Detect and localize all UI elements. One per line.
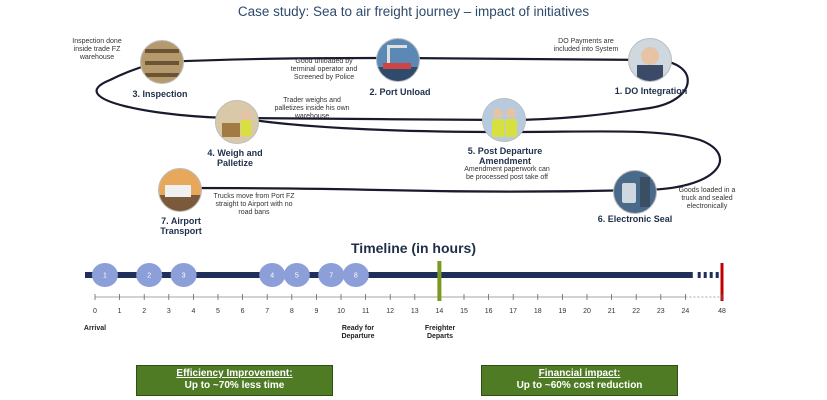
timeline-tick-label: 7 (265, 308, 270, 315)
timeline-tick-label: 20 (583, 308, 591, 315)
stage-amendment-note: Amendment paperwork can be processed pos… (464, 166, 550, 181)
timeline-step-marker-label: 7 (329, 273, 333, 280)
efficiency-value: Up to ~70% less time (184, 380, 285, 391)
stage-amendment-label: 5. Post Departure Amendment (467, 146, 543, 166)
timeline-tick-label: 6 (240, 308, 245, 315)
weigh-photo (215, 100, 259, 144)
timeline-tick-label: 23 (656, 308, 665, 315)
timeline-step-marker-label: 3 (182, 273, 186, 280)
timeline-tick-label: 11 (361, 308, 370, 315)
timeline-bar (85, 272, 693, 278)
timeline-tick-label: 4 (191, 308, 196, 315)
timeline-tick-label: 8 (289, 308, 294, 315)
timeline-step-marker-label: 5 (295, 273, 299, 280)
timeline-tick-label: 3 (166, 308, 171, 315)
stage-port-unload-note: Good unloaded by terminal operator and S… (290, 58, 358, 81)
timeline-chart: 1 2 3 4 5 7 8 (85, 261, 724, 301)
timeline-tick-label: 19 (558, 308, 567, 315)
timeline-dash (715, 272, 719, 278)
timeline-step-marker (283, 263, 310, 287)
efficiency-heading: Efficiency Improvement: (176, 368, 293, 379)
stage-electronic-seal-label: 6. Electronic Seal (597, 214, 673, 224)
timeline-step-marker (342, 263, 369, 287)
stage-electronic-seal-note: Goods loaded in a truck and sealed elect… (678, 187, 736, 210)
timeline-tick-label: 14 (435, 308, 444, 315)
timeline-tick-label: 13 (410, 308, 419, 315)
timeline-tick-label: 1 (117, 308, 122, 315)
timeline-tick-label: 10 (337, 308, 345, 315)
timeline-tick-label: 22 (632, 308, 641, 315)
timeline-tick-label: 21 (607, 308, 616, 315)
amendment-photo (482, 98, 526, 142)
timeline-dash (709, 272, 713, 278)
financial-heading: Financial impact: (538, 368, 621, 379)
timeline-tick-label-end: 48 (718, 308, 726, 315)
stage-inspection-note: Inspection done inside trade FZ warehous… (72, 38, 122, 61)
stage-airport-label: 7. Airport Transport (160, 216, 202, 236)
freighter-departs-marker (437, 261, 442, 301)
port-unload-photo (376, 38, 420, 82)
timeline-step-marker (259, 263, 286, 287)
timeline-step-marker (136, 263, 163, 287)
timeline-tick-label: 2 (142, 308, 147, 315)
timeline-step-marker (91, 263, 118, 287)
timeline-step-marker-label: 1 (103, 273, 107, 280)
electronic-seal-photo (613, 170, 657, 214)
stage-weigh-label: 4. Weigh and Palletize (207, 148, 263, 168)
stage-airport-note: Trucks move from Port FZ straight to Air… (213, 193, 295, 216)
stage-do-integration-note: DO Payments are included into System (553, 38, 619, 53)
timeline-step-marker-label: 2 (147, 273, 151, 280)
timeline-step-marker-label: 4 (270, 273, 274, 280)
stage-port-unload-label: 2. Port Unload (369, 87, 431, 97)
timeline-dash (703, 272, 707, 278)
timeline-tick-label: 5 (216, 308, 220, 315)
inspection-photo (140, 40, 184, 84)
timeline-tick-label: 17 (509, 308, 518, 315)
timeline-title: Timeline (in hours) (351, 240, 476, 256)
timeline-step-marker-label: 8 (354, 273, 358, 280)
efficiency-impact-box: Efficiency Improvement: Up to ~70% less … (136, 365, 333, 396)
milestone-freighter-departs: Freighter Departs (424, 325, 456, 340)
timeline-tick-label: 9 (314, 308, 319, 315)
timeline-tick-label: 18 (533, 308, 542, 315)
do-integration-photo (628, 38, 672, 82)
timeline-tick-label: 0 (93, 308, 97, 315)
timeline-step-marker (170, 263, 197, 287)
stage-do-integration-label: 1. DO Integration (614, 86, 688, 96)
timeline-tick-label: 24 (681, 308, 690, 315)
timeline-dash (697, 272, 701, 278)
milestone-ready-for-departure: Ready for Departure (341, 325, 375, 340)
timeline-step-marker (318, 263, 345, 287)
timeline-end-marker (720, 263, 724, 301)
timeline-tick-label: 12 (386, 308, 395, 315)
milestone-arrival: Arrival (83, 325, 107, 332)
stage-weigh-note: Trader weighs and palletizes inside his … (274, 97, 350, 120)
page-title: Case study: Sea to air freight journey –… (237, 4, 590, 19)
timeline-tick-label: 16 (484, 308, 493, 315)
stage-inspection-label: 3. Inspection (132, 89, 188, 99)
financial-value: Up to ~60% cost reduction (516, 380, 643, 391)
timeline-tick-label: 15 (460, 308, 468, 315)
journey-loop-lower (179, 116, 721, 193)
airport-transport-photo (158, 168, 202, 212)
financial-impact-box: Financial impact: Up to ~60% cost reduct… (481, 365, 678, 396)
